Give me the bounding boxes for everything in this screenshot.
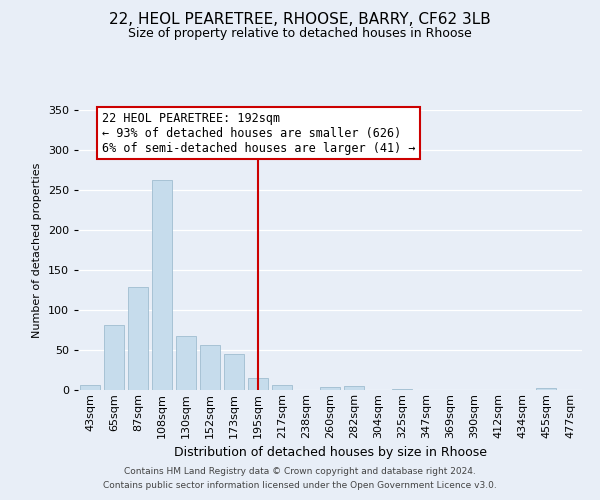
Bar [152,180,172,390]
Text: 22, HEOL PEARETREE, RHOOSE, BARRY, CF62 3LB: 22, HEOL PEARETREE, RHOOSE, BARRY, CF62 … [109,12,491,28]
Bar [104,325,124,390]
Bar [272,385,292,390]
Bar [344,386,364,390]
Text: Contains HM Land Registry data © Crown copyright and database right 2024.: Contains HM Land Registry data © Crown c… [124,467,476,476]
Bar [536,388,556,390]
Bar [200,345,220,390]
Bar [80,385,100,390]
Y-axis label: Number of detached properties: Number of detached properties [32,162,42,338]
Text: Size of property relative to detached houses in Rhoose: Size of property relative to detached ho… [128,28,472,40]
Bar [320,387,340,390]
X-axis label: Distribution of detached houses by size in Rhoose: Distribution of detached houses by size … [173,446,487,459]
Bar [176,336,196,390]
Bar [128,287,148,390]
Bar [392,389,412,390]
Text: Contains public sector information licensed under the Open Government Licence v3: Contains public sector information licen… [103,481,497,490]
Bar [224,354,244,390]
Text: 22 HEOL PEARETREE: 192sqm
← 93% of detached houses are smaller (626)
6% of semi-: 22 HEOL PEARETREE: 192sqm ← 93% of detac… [102,112,415,154]
Bar [248,378,268,390]
